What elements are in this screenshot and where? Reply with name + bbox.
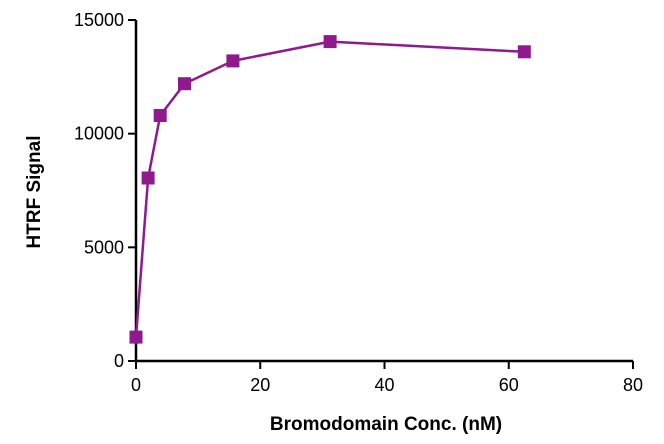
y-ticks: 0 5000 10000 15000 bbox=[74, 10, 136, 371]
x-tick-label: 40 bbox=[374, 375, 394, 395]
x-tick-label: 0 bbox=[131, 375, 141, 395]
x-ticks: 0 20 40 60 80 bbox=[131, 361, 643, 395]
y-axis-title: HTRF Signal bbox=[24, 136, 45, 249]
data-point-marker bbox=[129, 330, 143, 344]
data-point-marker bbox=[226, 54, 240, 68]
data-point-marker bbox=[153, 109, 167, 122]
data-point-marker bbox=[141, 171, 155, 185]
x-tick-label: 20 bbox=[250, 375, 270, 395]
data-point-marker bbox=[323, 35, 337, 49]
data-point-marker bbox=[517, 45, 531, 59]
y-tick-label: 15000 bbox=[74, 10, 124, 30]
y-tick-label: 10000 bbox=[74, 124, 124, 144]
series-line bbox=[134, 40, 525, 338]
x-tick-label: 80 bbox=[623, 375, 643, 395]
y-tick-label: 5000 bbox=[84, 237, 124, 257]
x-axis-title: Bromodomain Conc. (nM) bbox=[270, 414, 502, 435]
series-layer bbox=[129, 35, 531, 344]
y-tick-label: 0 bbox=[114, 351, 124, 371]
x-tick-label: 60 bbox=[499, 375, 519, 395]
data-point-marker bbox=[178, 77, 191, 91]
